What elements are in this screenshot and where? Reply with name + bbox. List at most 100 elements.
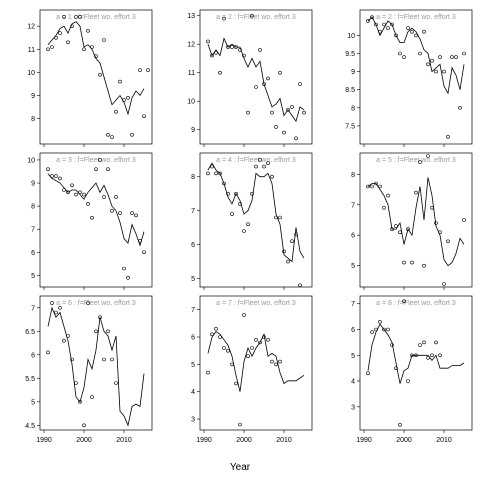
observed-point bbox=[210, 164, 214, 169]
y-tick-label: 7 bbox=[191, 208, 195, 215]
chart-panel: a = 4 : f=Fleet wo. effort 3 5 6 7 8 bbox=[191, 152, 313, 290]
observed-point bbox=[66, 40, 70, 45]
observed-point bbox=[394, 224, 398, 228]
observed-point bbox=[58, 305, 62, 310]
observed-point bbox=[226, 191, 230, 196]
observed-point bbox=[430, 353, 434, 358]
observed-point bbox=[214, 171, 218, 176]
observed-point bbox=[398, 51, 402, 56]
observed-point bbox=[274, 215, 278, 220]
chart-panel: a = 8 : f=Fleet wo. effort 3 3 4 5 6 7 1990 200… bbox=[351, 295, 473, 444]
chart-panel: a = 7 : f=Fleet wo. effort 3 3 4 5 6 7 1990 200… bbox=[191, 295, 313, 444]
observed-point bbox=[378, 184, 382, 189]
panel-title: a = 2 : f=Fleet wo. effort 3 bbox=[376, 14, 456, 21]
observed-point bbox=[110, 135, 114, 139]
observed-point bbox=[262, 335, 266, 339]
observed-point bbox=[106, 329, 110, 334]
observed-point bbox=[46, 167, 50, 171]
panel-frame bbox=[199, 9, 313, 145]
observed-point bbox=[98, 72, 102, 77]
observed-point bbox=[406, 26, 410, 30]
observed-point bbox=[78, 15, 82, 19]
y-tick-label: 5 bbox=[31, 399, 35, 406]
observed-point bbox=[130, 211, 134, 215]
y-tick-label: 9 bbox=[31, 181, 35, 188]
observed-point bbox=[118, 79, 122, 84]
observed-point bbox=[50, 174, 54, 178]
observed-point bbox=[66, 190, 70, 195]
observed-point bbox=[50, 45, 54, 49]
observed-point bbox=[398, 422, 402, 427]
y-tick-label: 5 bbox=[351, 263, 355, 270]
observed-point bbox=[282, 130, 286, 135]
observed-point bbox=[406, 227, 410, 231]
observed-point bbox=[374, 22, 378, 27]
y-tick-label: 7.5 bbox=[345, 123, 355, 130]
observed-point bbox=[106, 167, 110, 171]
observed-point bbox=[270, 359, 274, 364]
fitted-line bbox=[47, 173, 145, 247]
y-tick-label: 5 bbox=[31, 273, 35, 280]
observed-point bbox=[58, 31, 62, 35]
observed-point bbox=[422, 340, 426, 345]
observed-point bbox=[238, 422, 242, 427]
observed-point bbox=[418, 343, 422, 347]
observed-point bbox=[274, 362, 278, 367]
observed-point bbox=[78, 399, 82, 404]
observed-point bbox=[86, 301, 90, 305]
observed-point bbox=[50, 301, 54, 305]
observed-point bbox=[102, 357, 106, 362]
observed-point bbox=[422, 29, 426, 34]
y-tick-label: 7 bbox=[351, 202, 355, 209]
observed-point bbox=[386, 26, 390, 30]
observed-point bbox=[134, 213, 138, 218]
observed-point bbox=[90, 395, 94, 399]
y-tick-label: 6 bbox=[191, 335, 195, 342]
observed-point bbox=[262, 82, 266, 86]
chart-panel: a = 2 : f=Fleet wo. effort 3 9 10 11 12 13 bbox=[187, 9, 313, 147]
fitted-line bbox=[47, 21, 145, 116]
observed-point bbox=[266, 337, 270, 342]
observed-point bbox=[94, 54, 98, 59]
observed-point bbox=[122, 98, 126, 102]
panel-title: a = 4 : f=Fleet wo. effort 3 bbox=[216, 157, 296, 164]
observed-point bbox=[98, 315, 102, 320]
observed-point bbox=[230, 362, 234, 367]
observed-point bbox=[250, 346, 254, 350]
y-tick-label: 8.5 bbox=[345, 87, 355, 94]
y-tick-label: 6 bbox=[31, 250, 35, 257]
observed-point bbox=[458, 106, 462, 110]
observed-point bbox=[418, 160, 422, 164]
observed-point bbox=[70, 183, 74, 188]
observed-point bbox=[222, 346, 226, 350]
observed-point bbox=[430, 206, 434, 210]
fitted-line bbox=[207, 37, 305, 123]
observed-point bbox=[366, 184, 370, 189]
observed-point bbox=[214, 326, 218, 331]
observed-point bbox=[62, 15, 66, 19]
panel-title: a = 5 : f=Fleet wo. effort 3 bbox=[376, 157, 456, 164]
y-tick-label: 9 bbox=[191, 127, 195, 134]
observed-point bbox=[258, 158, 262, 162]
observed-point bbox=[114, 109, 118, 114]
observed-point bbox=[438, 353, 442, 358]
observed-point bbox=[414, 33, 418, 38]
observed-point bbox=[294, 232, 298, 237]
panel-frame bbox=[359, 9, 473, 145]
observed-point bbox=[98, 158, 102, 162]
observed-point bbox=[218, 171, 222, 176]
observed-point bbox=[250, 191, 254, 196]
observed-point bbox=[434, 69, 438, 74]
fitted-line bbox=[367, 16, 465, 95]
observed-point bbox=[438, 230, 442, 234]
panel-title: a = 6 : f=Fleet wo. effort 3 bbox=[56, 300, 136, 307]
y-tick-label: 7 bbox=[191, 307, 195, 314]
y-tick-label: 6 bbox=[351, 327, 355, 334]
observed-point bbox=[74, 381, 78, 385]
observed-point bbox=[206, 39, 210, 44]
y-tick-label: 13 bbox=[187, 13, 195, 20]
x-tick-label: 1990 bbox=[356, 437, 372, 444]
observed-point bbox=[242, 229, 246, 233]
y-tick-label: 9 bbox=[351, 69, 355, 76]
observed-point bbox=[90, 215, 94, 220]
